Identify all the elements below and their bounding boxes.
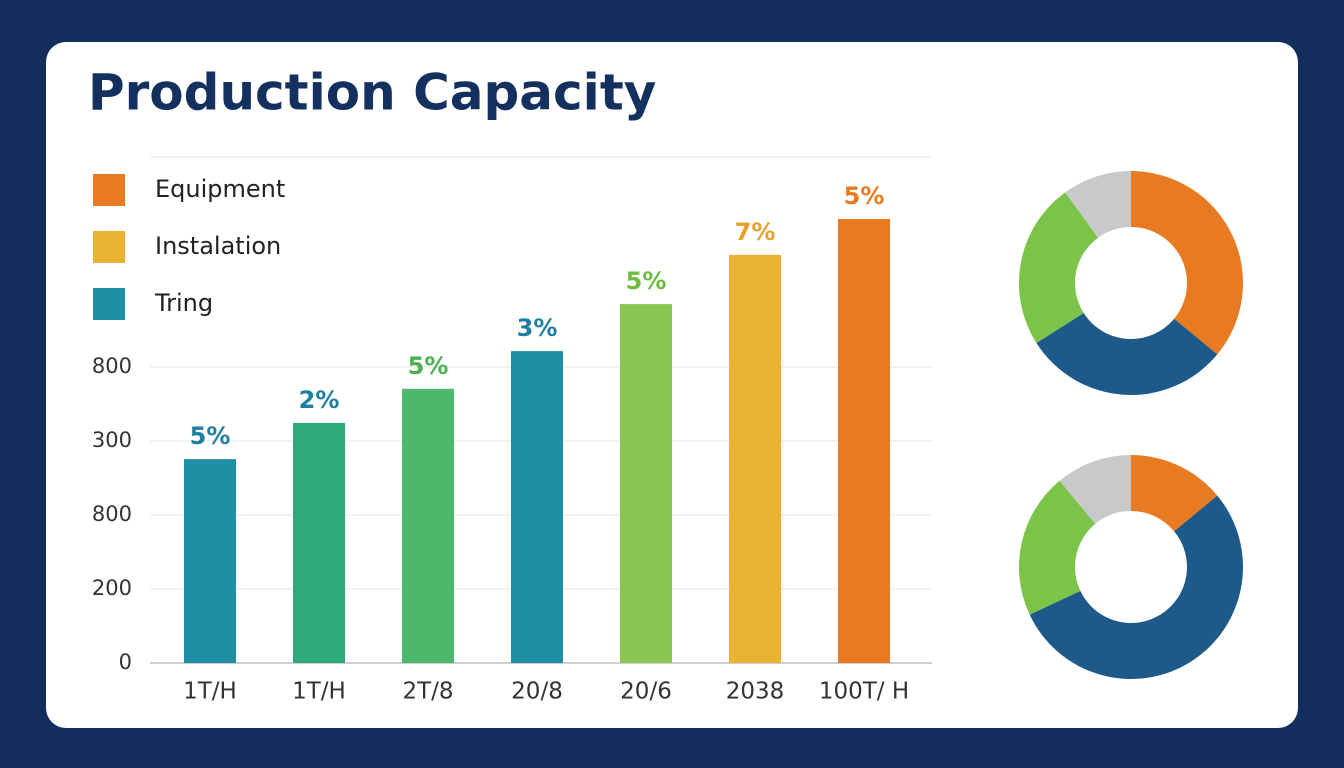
legend-swatch	[93, 174, 125, 206]
x-tick-label: 2T/8	[402, 679, 453, 705]
bar	[620, 304, 672, 663]
bar	[511, 351, 563, 663]
legend-label: Tring	[154, 289, 213, 317]
x-tick-label: 1T/H	[183, 679, 237, 705]
pie-slice	[1131, 455, 1218, 532]
y-tick-label: 800	[92, 502, 132, 526]
y-tick-label: 800	[92, 354, 132, 378]
x-tick-label: 20/8	[511, 679, 563, 705]
bar-annotation: 3%	[517, 314, 558, 342]
bar	[293, 422, 345, 663]
bar-annotation: 5%	[844, 182, 885, 210]
bar-annotation: 2%	[299, 386, 340, 414]
bar-annotation: 5%	[408, 352, 449, 380]
pie-slice	[1019, 192, 1099, 344]
x-tick-label: 100T/ H	[819, 679, 909, 705]
bar-annotation: 5%	[190, 422, 231, 450]
bar-annotation: 5%	[626, 267, 667, 295]
pie-slice	[1059, 455, 1131, 524]
legend-swatch	[93, 288, 125, 320]
legend-label: Instalation	[155, 232, 281, 260]
pie-slice	[1029, 495, 1244, 680]
y-tick-label: 0	[119, 650, 132, 674]
legend-label: Equipment	[155, 175, 285, 203]
pie-slice	[1065, 171, 1131, 238]
bar	[838, 219, 890, 663]
pie-slice	[1019, 480, 1096, 615]
bar	[402, 388, 454, 663]
bar	[184, 459, 236, 663]
x-tick-label: 1T/H	[292, 679, 346, 705]
legend-swatch	[93, 231, 125, 263]
chart-title: Production Capacity	[88, 64, 656, 122]
bar	[729, 254, 781, 663]
pie-slice	[1131, 171, 1243, 355]
x-tick-label: 20/6	[620, 679, 672, 705]
y-tick-label: 300	[92, 428, 132, 452]
y-tick-label: 200	[92, 576, 132, 600]
pie-slice	[1036, 313, 1218, 395]
x-tick-label: 2038	[726, 679, 785, 705]
bar-annotation: 7%	[735, 218, 776, 246]
